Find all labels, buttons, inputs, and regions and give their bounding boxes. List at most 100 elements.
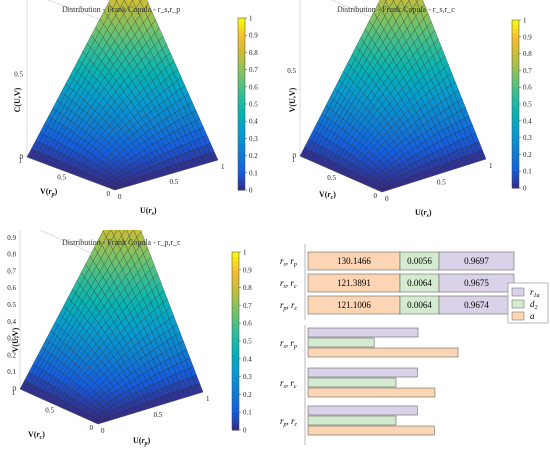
colorbar-tick-label: 0.2 <box>523 151 532 159</box>
colorbar-tick-label: 1 <box>523 17 527 25</box>
v-tick-label: 0 <box>374 192 378 200</box>
chart-title-text: Distribution - Frank Copula - r_s,r_c <box>337 5 455 14</box>
colorbar-segment <box>232 350 239 355</box>
table-value-label: 0.9674 <box>464 300 489 310</box>
z-tick-label: 0.6 <box>7 284 16 292</box>
chart-title-text: Distribution - Frank Copula - r_s,r_p <box>62 5 180 14</box>
colorbar-segment <box>512 75 519 80</box>
colorbar: 00.10.20.30.40.50.60.70.80.91 <box>512 17 532 193</box>
colorbar-segment <box>238 151 245 156</box>
colorbar-segment <box>232 390 239 395</box>
surface-mesh <box>27 0 218 190</box>
v-tick-label: 1 <box>19 157 23 165</box>
colorbar-tick-label: 0.4 <box>249 118 258 126</box>
colorbar-segment <box>238 70 245 75</box>
colorbar-segment <box>512 112 519 117</box>
colorbar-segment <box>232 288 239 293</box>
colorbar-segment <box>232 408 239 413</box>
colorbar-segment <box>238 48 245 53</box>
colorbar-segment <box>238 108 245 113</box>
colorbar-segment <box>512 167 519 172</box>
colorbar-segment <box>232 301 239 306</box>
u-tick-label: 1 <box>221 163 225 171</box>
colorbar-segment <box>512 121 519 126</box>
colorbar-segment <box>512 175 519 180</box>
colorbar-segment <box>232 270 239 275</box>
colorbar-segment <box>512 104 519 109</box>
surface-mesh <box>300 0 486 192</box>
colorbar-segment <box>238 134 245 139</box>
u-tick-label: 0 <box>101 427 105 435</box>
pair-label: rs, rc <box>280 378 297 390</box>
u-tick-label: 1 <box>206 395 210 403</box>
colorbar-segment <box>232 261 239 266</box>
colorbar-segment <box>232 279 239 284</box>
v-axis-label: V(rc) <box>319 190 336 201</box>
colorbar-segment <box>512 20 519 25</box>
colorbar-segment <box>238 126 245 131</box>
colorbar-segment <box>232 332 239 337</box>
bar <box>308 388 435 397</box>
legend-label: a <box>530 311 535 321</box>
colorbar-tick-label: 0.3 <box>249 135 258 143</box>
colorbar: 00.10.20.30.40.50.60.70.80.91 <box>238 15 258 195</box>
surface-plot-3: 00.10.20.30.40.50.60.70.80.9110.5000.51V… <box>0 230 275 449</box>
u-tick-label: 0.5 <box>437 179 446 187</box>
colorbar-segment <box>238 78 245 83</box>
colorbar-segment <box>238 121 245 126</box>
colorbar-segment <box>512 28 519 33</box>
v-tick-label: 0 <box>107 190 111 198</box>
colorbar-segment <box>512 138 519 143</box>
colorbar-tick-label: 0 <box>243 427 247 435</box>
chart-title-text: Distribution - Frank Copula - r_p,r_c <box>62 238 181 247</box>
legend-swatch <box>512 288 524 296</box>
colorbar-segment <box>232 305 239 310</box>
colorbar-segment <box>232 381 239 386</box>
pair-label: rs, rp <box>280 338 297 350</box>
colorbar-segment <box>232 283 239 288</box>
surface-plot-1: 00.5110.5000.51C(U,V)V(rp)U(rs)00.10.20.… <box>0 0 275 220</box>
surface-panel-1: Distribution - Frank Copula - r_s,r_p 0 0… <box>0 0 275 220</box>
colorbar-segment <box>238 164 245 169</box>
bar <box>308 416 396 425</box>
u-axis-label: U(rs) <box>140 206 157 217</box>
u-axis-label: U(rp) <box>133 436 151 447</box>
colorbar-segment <box>512 171 519 176</box>
chart-title: Distribution - Frank Copula - r_s,r_c <box>337 5 455 14</box>
colorbar-tick-label: 0.9 <box>249 32 258 40</box>
colorbar-segment <box>238 100 245 105</box>
colorbar-segment <box>238 104 245 109</box>
colorbar-segment <box>238 52 245 57</box>
v-tick-label: 0 <box>90 424 94 432</box>
colorbar-segment <box>512 100 519 105</box>
colorbar-tick-label: 0.3 <box>243 373 252 381</box>
colorbar-segment <box>232 399 239 404</box>
colorbar-segment <box>238 169 245 174</box>
bar <box>308 406 417 415</box>
u-tick-label: 0.5 <box>170 178 179 186</box>
colorbar-segment <box>232 310 239 315</box>
colorbar-segment <box>512 150 519 155</box>
v-tick-label: 0.5 <box>327 174 336 182</box>
z-tick-label: 0.5 <box>14 71 23 79</box>
colorbar-segment <box>512 41 519 46</box>
colorbar-segment <box>512 24 519 29</box>
colorbar-segment <box>512 180 519 185</box>
z-tick-label: 0.9 <box>7 234 16 242</box>
v-axis-label: V(rc) <box>28 430 45 441</box>
u-tick-label: 0.5 <box>154 411 163 419</box>
colorbar-tick-label: 0.9 <box>243 266 252 274</box>
z-tick-label: 0.7 <box>7 267 16 275</box>
colorbar-tick-label: 0.8 <box>243 284 252 292</box>
colorbar-segment <box>512 146 519 151</box>
colorbar-tick-label: 0.5 <box>523 101 532 109</box>
colorbar-segment <box>232 328 239 333</box>
colorbar: 00.10.20.30.40.50.60.70.80.91 <box>232 249 252 435</box>
colorbar-segment <box>512 66 519 71</box>
colorbar-tick-label: 0.6 <box>243 320 252 328</box>
colorbar-segment <box>512 49 519 54</box>
colorbar-segment <box>512 58 519 63</box>
table-value-label: 121.1006 <box>337 300 371 310</box>
